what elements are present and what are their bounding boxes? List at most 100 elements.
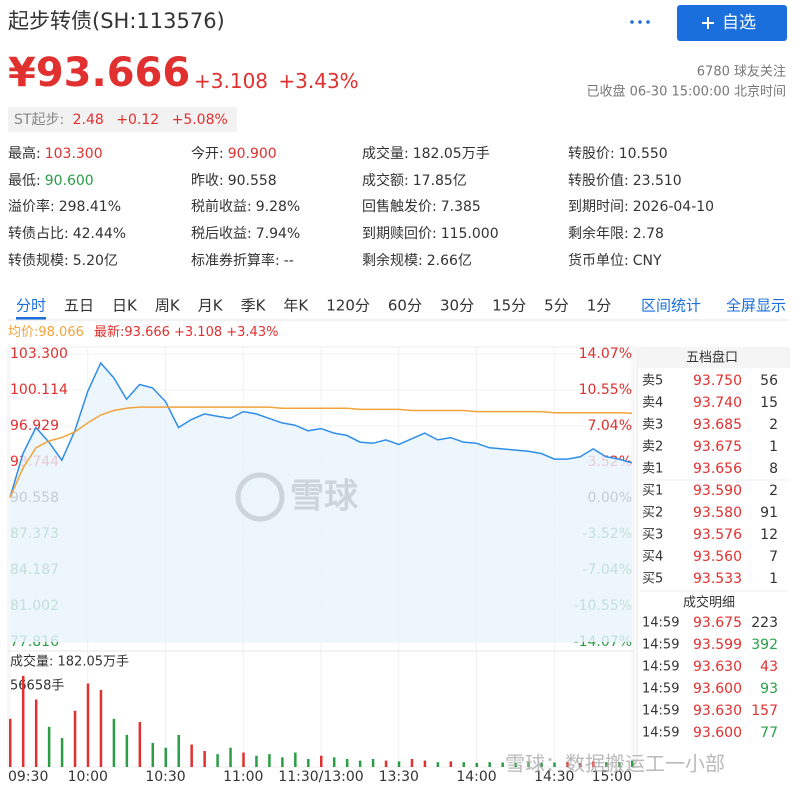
legend-latest: 最新:93.666 +3.108 +3.43% [94, 324, 278, 340]
stat: 回售触发价: 7.385 [362, 199, 481, 215]
book-volume: 7 [769, 549, 778, 565]
stat-value: 42.44% [73, 226, 126, 242]
book-label: 14:59 [642, 726, 679, 741]
book-label: 14:59 [642, 638, 679, 653]
x-tick-label: 11:00 [223, 769, 263, 785]
volume-bar [21, 676, 25, 767]
volume-bar [112, 718, 116, 767]
y2-tick-label: 14.07% [579, 346, 632, 362]
volume-bar [475, 762, 478, 767]
chart-legend: 均价:98.066 最新:93.666 +3.108 +3.43% [8, 324, 278, 340]
stat-label: 成交量: [362, 145, 409, 162]
stat: 溢价率: 298.41% [8, 198, 121, 215]
underlying-box [8, 107, 237, 132]
underlying-line: ST起步: 2.48 +0.12 +5.08% [14, 112, 228, 128]
y2-tick-label: 10.55% [579, 382, 632, 398]
stat-value: 115.000 [441, 226, 499, 242]
tab[interactable]: 日K [112, 297, 138, 315]
book-price: 93.600 [693, 725, 742, 741]
book-price: 93.656 [693, 461, 742, 477]
chart-tabs: 分时 五日 日K 周K 月K 季K 年K 120分 60分 30分 15分 5分 1分 区间统计 全屏显示 [16, 297, 786, 320]
tab[interactable]: 1分 [587, 297, 612, 315]
x-tick-label: 14:30 [534, 769, 574, 785]
watermark-text: 雪球 [290, 477, 359, 517]
stat-label: 昨收: [191, 173, 224, 189]
book-price: 93.630 [693, 659, 742, 675]
more-icon[interactable] [630, 20, 650, 24]
tab[interactable]: 60分 [388, 297, 422, 315]
change: +3.108 [194, 69, 268, 93]
stat-value: 9.28% [256, 199, 300, 215]
volume-bar [242, 752, 245, 767]
y2-tick-label: 7.04% [588, 418, 632, 434]
stat-value: 23.510 [633, 173, 682, 189]
tab[interactable]: 年K [283, 297, 309, 315]
book-price: 93.533 [693, 571, 742, 587]
book-price: 93.590 [693, 483, 742, 499]
tab[interactable]: 30分 [440, 297, 474, 315]
book-volume: 157 [751, 703, 778, 719]
book-label: 买4 [642, 550, 663, 565]
book-price: 93.685 [693, 417, 742, 433]
stat-value: 103.300 [45, 146, 103, 162]
stat: 成交量: 182.05万手 [362, 145, 490, 162]
tab[interactable]: 五日 [64, 297, 94, 315]
stat: 到期时间: 2026-04-10 [568, 199, 714, 215]
stat-value: 298.41% [59, 199, 121, 215]
book-volume: 2 [769, 417, 778, 433]
book-label: 卖4 [642, 396, 663, 411]
watch-button[interactable]: 自选 [677, 5, 787, 41]
tab-link[interactable]: 全屏显示 [726, 297, 786, 315]
stat-value: 90.900 [228, 146, 277, 162]
stat: 税前收益: 9.28% [191, 198, 300, 215]
tab[interactable]: 周K [155, 297, 181, 315]
tab[interactable]: 分时 [16, 297, 46, 315]
book-volume: 91 [760, 505, 778, 521]
book-label: 14:59 [642, 682, 679, 697]
stat-label: 剩余规模: [362, 252, 423, 269]
stat: 税后收益: 7.94% [191, 226, 300, 242]
book-label: 卖3 [642, 418, 663, 433]
book-volume: 1 [769, 571, 778, 587]
volume-bar [579, 762, 582, 767]
stat-label: 税前收益: [191, 198, 252, 215]
tab[interactable]: 120分 [326, 297, 370, 315]
stat: 剩余年限: 2.78 [568, 225, 664, 242]
volume-bar [177, 734, 180, 767]
volume-bar [255, 755, 258, 767]
stat-value: 2026-04-10 [633, 199, 714, 215]
tab[interactable]: 5分 [544, 297, 569, 315]
stat: 转股价: 10.550 [568, 146, 668, 162]
price-line [9, 361, 633, 498]
book-title: 五档盘口 [686, 350, 738, 366]
volume-bar [47, 726, 51, 767]
volume-tick-label: 56658手 [10, 679, 64, 694]
book-price: 93.750 [693, 373, 742, 389]
y-tick-label: 103.300 [10, 346, 68, 362]
tab[interactable]: 月K [198, 297, 224, 315]
volume-bar [190, 744, 193, 767]
tab-underline [16, 317, 47, 320]
volume-bar [410, 758, 414, 767]
tab-link[interactable]: 区间统计 [641, 297, 701, 315]
volume-bar [229, 747, 232, 767]
stat-value: 17.85亿 [413, 173, 467, 189]
book-label: 14:59 [642, 704, 679, 719]
volume-bar [268, 754, 271, 767]
stat: 转债占比: 42.44% [8, 226, 126, 242]
book-price: 93.630 [693, 703, 742, 719]
book-label: 买3 [642, 528, 663, 543]
book-volume: 77 [760, 725, 778, 741]
tab[interactable]: 15分 [492, 297, 526, 315]
watermark-logo: 雪球 [235, 472, 359, 522]
volume-bar [618, 761, 621, 767]
book-volume: 223 [751, 615, 778, 631]
book-label: 买2 [642, 506, 663, 521]
stat-value: -- [284, 253, 294, 269]
volume-bar [203, 750, 206, 767]
book-price: 93.675 [693, 615, 742, 631]
tab[interactable]: 季K [241, 297, 267, 315]
stat-label: 最低: [8, 173, 41, 189]
volume-bar [281, 757, 284, 767]
